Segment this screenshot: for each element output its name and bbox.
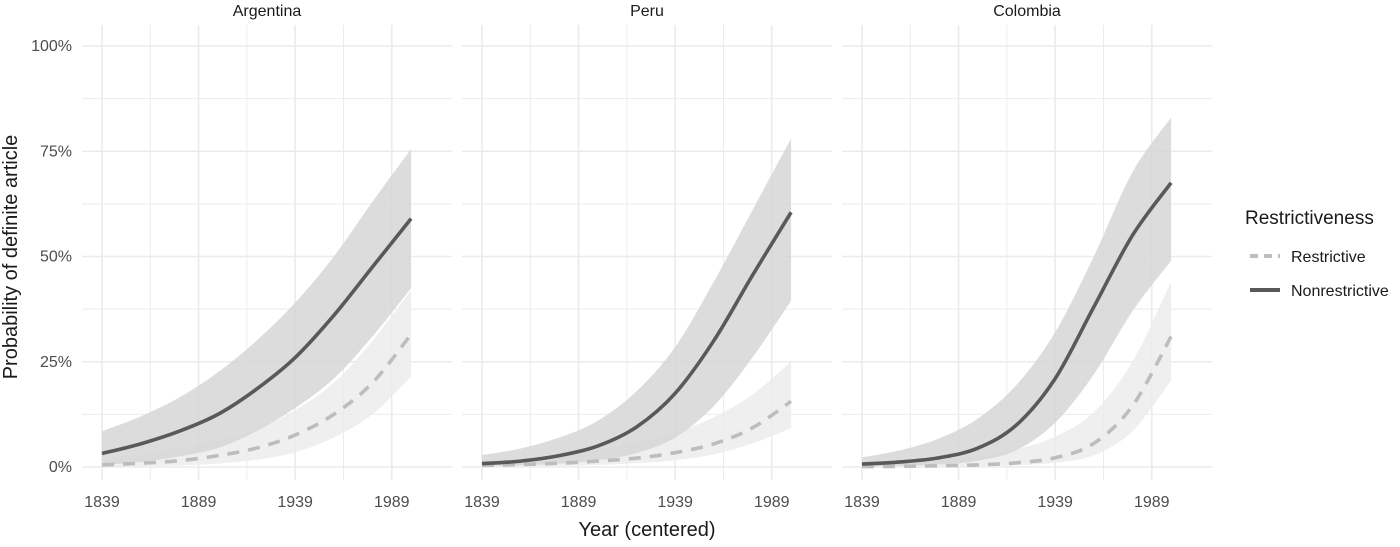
- legend-label-restrictive: Restrictive: [1291, 249, 1366, 266]
- panel-peru: Peru 1839 1889 1939 1989: [462, 3, 832, 511]
- panel-title: Colombia: [993, 3, 1061, 20]
- x-tick-label: 1939: [1037, 494, 1073, 511]
- series-line-restrictive: [861, 335, 1173, 469]
- y-tick-label: 75%: [40, 143, 72, 160]
- confidence-band-restrictive: [482, 361, 792, 467]
- legend-label-nonrestrictive: Nonrestrictive: [1291, 283, 1389, 300]
- x-tick-label: 1939: [277, 494, 313, 511]
- legend-title: Restrictiveness: [1245, 208, 1374, 229]
- x-tick-label: 1889: [941, 494, 977, 511]
- x-axis-title: Year (centered): [578, 519, 715, 541]
- legend-item-restrictive: Restrictive: [1250, 249, 1366, 266]
- x-tick-label: 1889: [181, 494, 217, 511]
- x-tick-label: 1989: [1134, 494, 1170, 511]
- series-line-restrictive: [481, 399, 793, 468]
- series-line-nonrestrictive: [481, 211, 793, 466]
- y-tick-label: 0%: [49, 459, 72, 476]
- confidence-band-restrictive: [862, 281, 1172, 467]
- x-tick-label: 1889: [561, 494, 597, 511]
- y-tick-label: 100%: [31, 38, 72, 55]
- panel-title: Peru: [630, 3, 664, 20]
- y-tick-label: 50%: [40, 249, 72, 266]
- legend-item-nonrestrictive: Nonrestrictive: [1250, 283, 1389, 300]
- confidence-band-nonrestrictive: [482, 138, 792, 467]
- confidence-band-restrictive: [102, 290, 412, 467]
- x-tick-label: 1839: [844, 494, 880, 511]
- x-tick-label: 1839: [84, 494, 120, 511]
- panel-argentina: Argentina 1839 1889 1939 1989: [82, 3, 452, 511]
- x-tick-label: 1989: [754, 494, 790, 511]
- panel-colombia: Colombia 1839 1889 1939 1989: [842, 3, 1212, 511]
- x-tick-label: 1989: [374, 494, 410, 511]
- series-line-nonrestrictive: [861, 181, 1173, 466]
- y-tick-label: 25%: [40, 354, 72, 371]
- x-tick-label: 1939: [657, 494, 693, 511]
- confidence-band-nonrestrictive: [102, 149, 412, 465]
- panel-title: Argentina: [233, 3, 302, 20]
- confidence-band-nonrestrictive: [862, 117, 1172, 467]
- x-tick-label: 1839: [464, 494, 500, 511]
- series-line-restrictive: [101, 333, 413, 467]
- series-line-nonrestrictive: [101, 217, 413, 456]
- y-axis-ticks: 0% 25% 50% 75% 100%: [31, 38, 72, 476]
- y-axis-title: Probability of definite article: [0, 135, 22, 380]
